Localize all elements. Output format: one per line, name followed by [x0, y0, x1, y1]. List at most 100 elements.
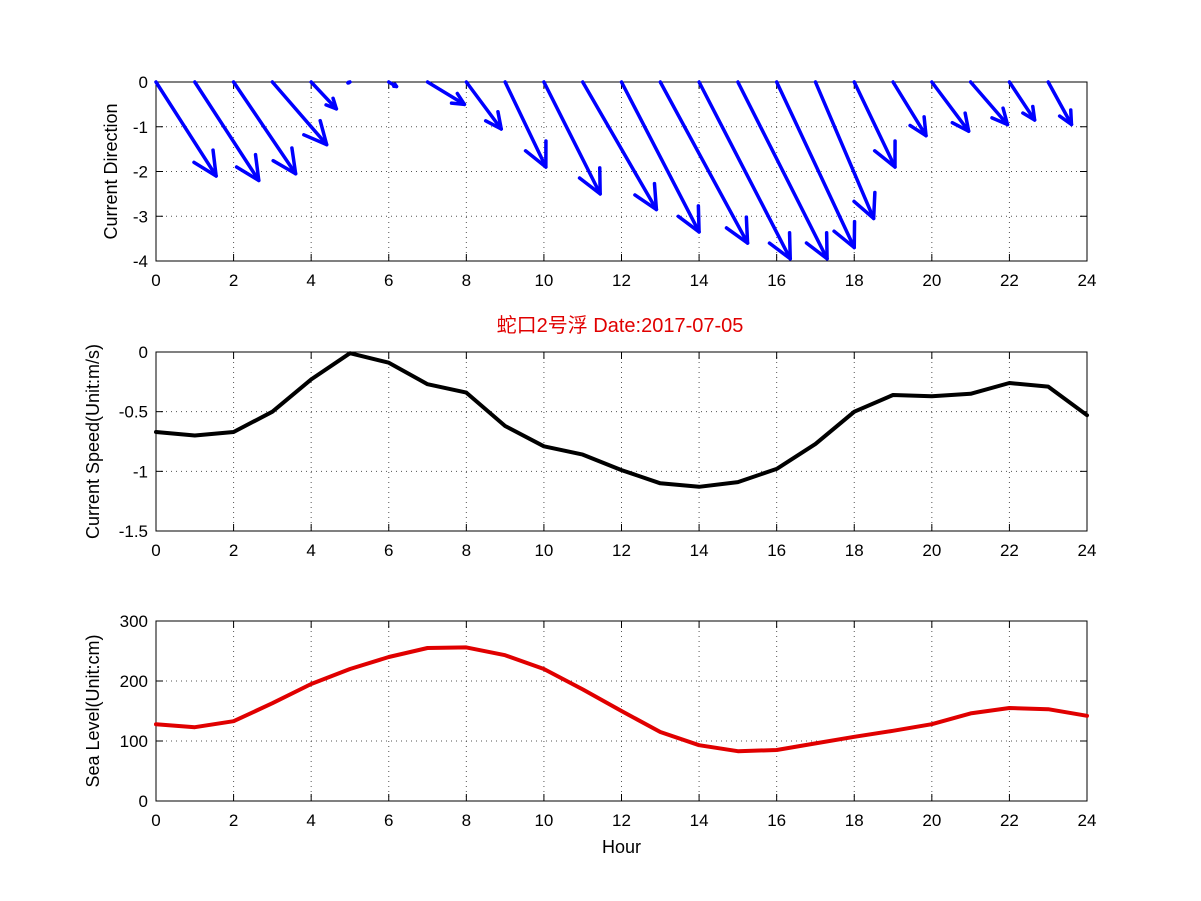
- x-tick-label: 22: [1000, 541, 1019, 560]
- data-point: [1046, 385, 1050, 389]
- data-point: [1085, 413, 1089, 417]
- x-tick-label: 2: [229, 811, 238, 830]
- arrow-shaft: [270, 80, 329, 147]
- x-tick-label: 10: [534, 541, 553, 560]
- arrow-head: [483, 109, 503, 131]
- data-point: [581, 687, 585, 691]
- arrow-shaft: [852, 80, 897, 169]
- x-tick-label: 20: [922, 271, 941, 290]
- data-point: [503, 653, 507, 657]
- data-point: [464, 391, 468, 395]
- arrow-shaft: [580, 80, 659, 212]
- x-tick-label: 4: [306, 271, 315, 290]
- y-tick-label: 100: [120, 732, 148, 751]
- x-tick-label: 22: [1000, 271, 1019, 290]
- quiver-arrow: [580, 80, 659, 212]
- x-tick-label: 16: [767, 541, 786, 560]
- arrow-head: [271, 146, 298, 176]
- quiver-arrow: [852, 80, 897, 169]
- data-point: [309, 682, 313, 686]
- arrow-head: [950, 111, 971, 133]
- y-tick-label: 0: [139, 73, 148, 92]
- quiver-arrow: [193, 80, 261, 183]
- quiver-arrow: [968, 80, 1010, 127]
- x-tick-label: 0: [151, 811, 160, 830]
- x-tick-label: 12: [612, 811, 631, 830]
- arrow-head: [633, 181, 659, 212]
- x-tick-label: 8: [462, 271, 471, 290]
- y-tick-label: -3: [133, 207, 148, 226]
- arrow-shaft: [697, 80, 792, 261]
- x-tick-label: 12: [612, 541, 631, 560]
- data-point: [813, 741, 817, 745]
- arrow-head: [872, 139, 897, 169]
- data-point: [270, 701, 274, 705]
- arrow-shaft: [231, 80, 298, 176]
- data-point: [620, 709, 623, 713]
- arrow-head: [1021, 104, 1037, 122]
- y-tick-label: 0: [139, 343, 148, 362]
- arrow-head: [676, 204, 701, 234]
- y-tick-label: -2: [133, 163, 148, 182]
- arrow-shaft: [736, 80, 829, 261]
- arrow-head: [192, 148, 218, 178]
- x-tick-label: 6: [384, 271, 393, 290]
- y-axis-label: Current Speed(Unit:m/s): [83, 344, 103, 539]
- data-point: [348, 667, 352, 671]
- x-tick-label: 14: [690, 271, 709, 290]
- quiver-arrow: [1046, 80, 1074, 127]
- data-point: [542, 667, 546, 671]
- quiver-arrow: [387, 80, 399, 89]
- arrow-shaft: [503, 80, 548, 169]
- x-tick-label: 0: [151, 271, 160, 290]
- data-point: [620, 468, 623, 472]
- data-point: [1007, 706, 1011, 710]
- quiver-arrow: [813, 80, 877, 221]
- y-axis-label: Current Direction: [101, 103, 121, 239]
- x-tick-label: 8: [462, 811, 471, 830]
- x-tick-label: 16: [767, 271, 786, 290]
- data-point: [930, 394, 934, 398]
- arrow-head: [449, 91, 467, 107]
- quiver-arrow: [697, 80, 792, 261]
- plot-area: [155, 351, 1088, 532]
- x-tick-label: 4: [306, 811, 315, 830]
- x-tick-label: 2: [229, 541, 238, 560]
- x-tick-label: 12: [612, 271, 631, 290]
- x-tick-label: 0: [151, 541, 160, 560]
- arrow-head: [852, 190, 877, 221]
- arrow-head: [767, 231, 792, 261]
- arrow-head: [523, 139, 548, 169]
- data-point: [930, 722, 934, 726]
- data-point: [969, 392, 973, 396]
- x-tick-label: 24: [1078, 811, 1097, 830]
- arrow-shaft: [968, 80, 1010, 127]
- data-point: [891, 393, 895, 397]
- arrow-head: [392, 82, 399, 89]
- y-tick-label: 300: [120, 612, 148, 631]
- data-point: [813, 442, 817, 446]
- quiver-arrow: [309, 80, 339, 111]
- quiver-arrow: [425, 80, 467, 107]
- arrow-head: [324, 96, 339, 111]
- data-point: [775, 467, 779, 471]
- arrow-head: [832, 219, 857, 250]
- data-point: [154, 430, 158, 434]
- data-point: [736, 480, 740, 484]
- quiver-arrow: [346, 80, 352, 85]
- x-tick-label: 6: [384, 541, 393, 560]
- quiver-arrow: [619, 80, 701, 234]
- current-speed-panel: 0 2 4 6 8 10 12 14 16 18 20 22 240-0.5-1-1.5Current …: [83, 343, 1096, 560]
- quiver-arrow: [736, 80, 829, 261]
- data-point: [426, 646, 430, 650]
- data-point: [232, 430, 236, 434]
- y-tick-label: -0.5: [119, 403, 148, 422]
- data-point: [852, 410, 856, 414]
- arrow-shaft: [1007, 80, 1037, 122]
- y-tick-label: -1: [133, 462, 148, 481]
- x-tick-label: 24: [1078, 271, 1097, 290]
- x-tick-label: 4: [306, 541, 315, 560]
- quiver-arrow: [658, 80, 750, 245]
- data-point: [852, 735, 856, 739]
- chart-title: 蛇口2号浮 Date:2017-07-05: [497, 314, 744, 337]
